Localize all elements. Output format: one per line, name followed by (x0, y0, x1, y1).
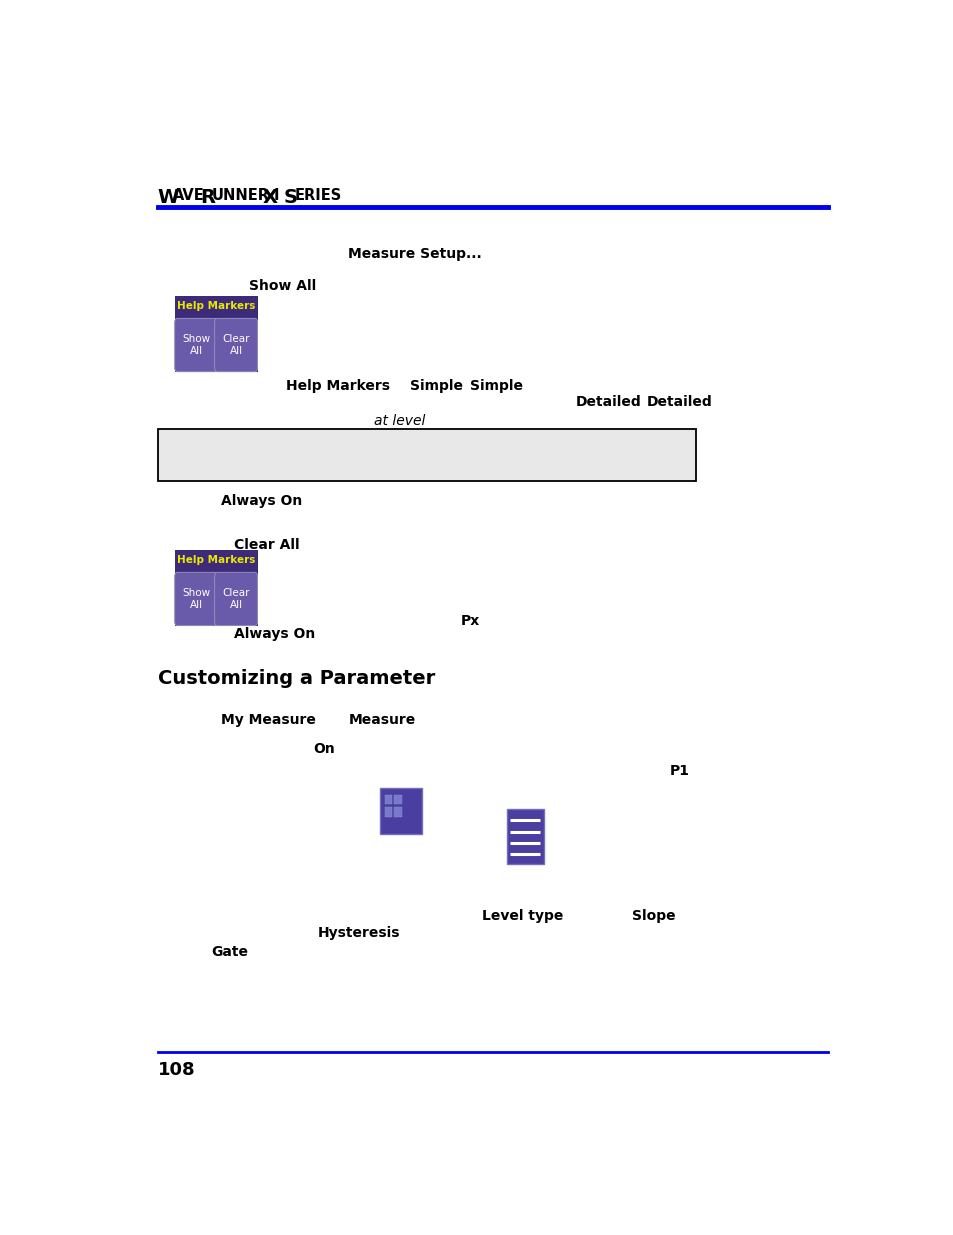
Text: On: On (313, 741, 335, 756)
Text: Px: Px (460, 614, 479, 629)
Bar (394, 808, 401, 816)
Text: Detailed: Detailed (646, 395, 711, 410)
Text: UNNER: UNNER (212, 188, 270, 203)
Text: Customizing a Parameter: Customizing a Parameter (157, 669, 435, 688)
Text: Measure: Measure (348, 713, 416, 727)
Text: Hysteresis: Hysteresis (317, 926, 399, 940)
Text: P1: P1 (669, 764, 689, 778)
Text: Simple: Simple (470, 379, 523, 393)
Text: Always On: Always On (233, 627, 314, 641)
FancyBboxPatch shape (174, 572, 217, 626)
Text: S: S (283, 188, 297, 207)
Text: I: I (274, 188, 279, 203)
Bar (174, 295, 257, 372)
Text: Level type: Level type (481, 909, 562, 923)
Text: AVE: AVE (173, 188, 205, 203)
Text: Show
All: Show All (182, 335, 210, 356)
Text: Detailed: Detailed (575, 395, 640, 410)
Text: Show All: Show All (249, 279, 315, 294)
Text: Help Markers: Help Markers (176, 556, 255, 566)
FancyBboxPatch shape (174, 319, 217, 372)
Bar (506, 809, 543, 864)
Text: Show
All: Show All (182, 588, 210, 610)
Text: Clear
All: Clear All (222, 588, 250, 610)
Text: Clear
All: Clear All (222, 335, 250, 356)
Text: W: W (157, 188, 179, 207)
Bar (384, 795, 392, 804)
Text: R: R (200, 188, 215, 207)
Text: My Measure: My Measure (221, 713, 315, 727)
Text: Measure Setup...: Measure Setup... (348, 247, 481, 261)
Text: Always On: Always On (221, 494, 302, 509)
Text: ERIES: ERIES (294, 188, 341, 203)
FancyBboxPatch shape (214, 572, 257, 626)
Text: Gate: Gate (211, 945, 248, 960)
Text: Help Markers: Help Markers (176, 301, 255, 311)
Text: Help Markers: Help Markers (285, 379, 389, 393)
Text: X: X (262, 188, 277, 207)
Text: Note:: Note: (174, 454, 217, 468)
Text: Simple: Simple (410, 379, 462, 393)
Text: 108: 108 (157, 1061, 195, 1079)
Text: Clear All: Clear All (233, 538, 299, 552)
Text: at level: at level (374, 414, 425, 427)
Bar (384, 808, 392, 816)
Bar (394, 795, 401, 804)
Text: Slope: Slope (631, 909, 675, 923)
Bar (157, 429, 695, 482)
Bar (379, 788, 422, 834)
Bar (174, 550, 257, 626)
FancyBboxPatch shape (214, 319, 257, 372)
